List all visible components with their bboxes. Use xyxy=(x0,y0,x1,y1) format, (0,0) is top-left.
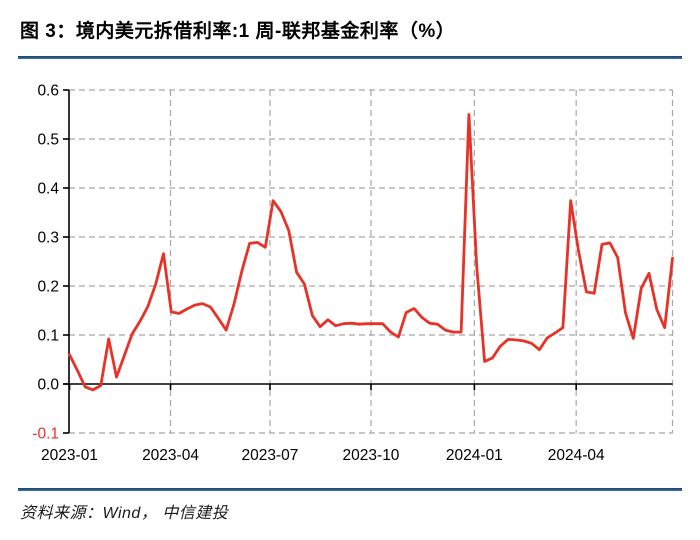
y-axis-label: 0.3 xyxy=(37,230,59,247)
title-divider-line xyxy=(18,56,682,59)
y-axis-label: -0.1 xyxy=(32,426,59,443)
x-axis-label: 2023-07 xyxy=(242,447,299,464)
y-axis-label: 0.6 xyxy=(37,83,59,100)
x-axis-label: 2023-01 xyxy=(41,447,98,464)
y-axis-label: 0.0 xyxy=(37,377,59,394)
y-axis-label: 0.4 xyxy=(37,181,59,198)
source-divider-line xyxy=(18,488,682,491)
x-axis-label: 2023-10 xyxy=(343,447,400,464)
y-axis-label: 0.5 xyxy=(37,132,59,149)
line-chart-canvas: 0.6 0.5 0.4 0.3 0.2 0.1 0.0 -0.1 2023-01 2023-04 2… xyxy=(32,83,674,464)
x-axis-label: 2024-01 xyxy=(446,447,503,464)
x-axis-label: 2023-04 xyxy=(142,447,199,464)
source-note: 资料来源：Wind， 中信建投 xyxy=(20,505,229,522)
y-axis-label: 0.2 xyxy=(37,279,59,296)
x-axis-label: 2024-04 xyxy=(548,447,605,464)
chart-title: 图 3：境内美元拆借利率:1 周-联邦基金利率（%） xyxy=(20,21,456,42)
line-chart: 0.6 0.5 0.4 0.3 0.2 0.1 0.0 -0.1 2023-01 2023-04 2… xyxy=(0,80,700,470)
rate-spread-series-line xyxy=(68,113,674,392)
y-axis-label: 0.1 xyxy=(37,328,59,345)
